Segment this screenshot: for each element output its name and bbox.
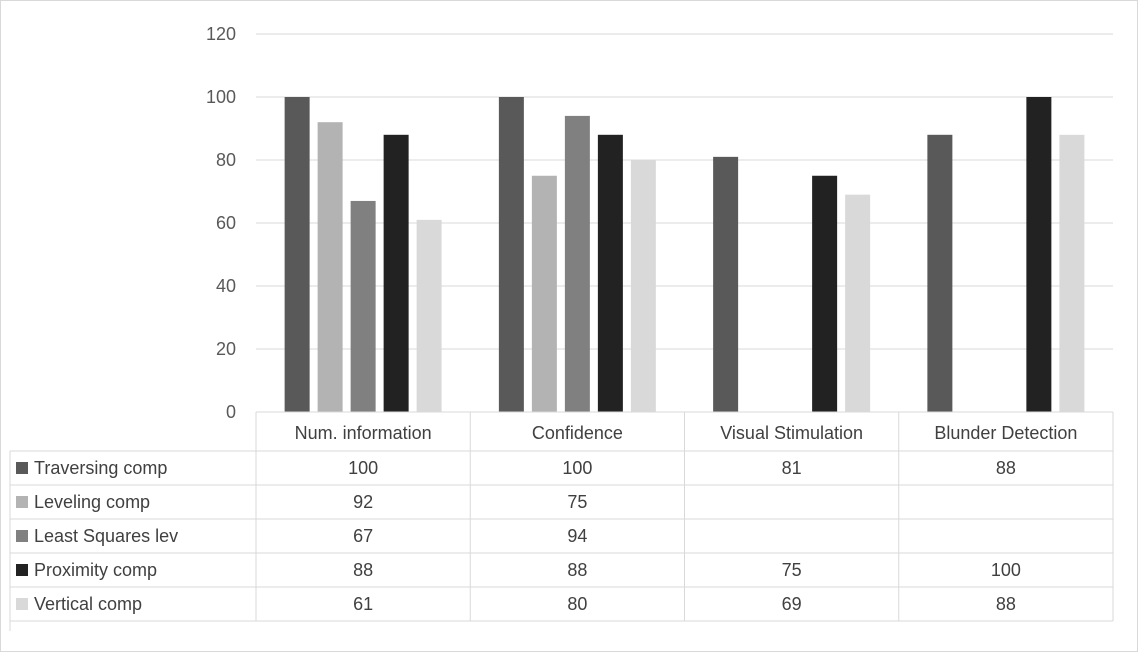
data-label: 92 bbox=[353, 492, 373, 512]
bars bbox=[284, 97, 1085, 413]
y-tick-label: 80 bbox=[216, 150, 236, 170]
y-axis-ticks: 0 20 40 60 80 100 120 bbox=[206, 24, 236, 422]
y-tick-label: 40 bbox=[216, 276, 236, 296]
data-label: 100 bbox=[991, 560, 1021, 580]
data-label: 75 bbox=[782, 560, 802, 580]
bar bbox=[564, 115, 590, 413]
data-label: 69 bbox=[782, 594, 802, 614]
data-label: 88 bbox=[567, 560, 587, 580]
legend-key bbox=[16, 564, 28, 576]
category-label: Blunder Detection bbox=[934, 423, 1077, 443]
bar bbox=[284, 97, 310, 412]
bar bbox=[350, 200, 376, 412]
data-table: Num. information Confidence Visual Stimula… bbox=[9, 411, 1114, 631]
legend-key bbox=[16, 530, 28, 542]
bar bbox=[597, 134, 623, 413]
data-label: 88 bbox=[996, 594, 1016, 614]
category-label: Num. information bbox=[295, 423, 432, 443]
series-name: Proximity comp bbox=[34, 560, 157, 580]
bar bbox=[713, 156, 739, 412]
series-name: Leveling comp bbox=[34, 492, 150, 512]
series-name: Vertical comp bbox=[34, 594, 142, 614]
y-tick-label: 120 bbox=[206, 24, 236, 44]
bar bbox=[1059, 134, 1085, 413]
data-label: 88 bbox=[996, 458, 1016, 478]
y-tick-label: 0 bbox=[226, 402, 236, 422]
bar bbox=[416, 219, 442, 412]
bar bbox=[630, 160, 656, 412]
data-label: 80 bbox=[567, 594, 587, 614]
legend-key bbox=[16, 462, 28, 474]
data-label: 61 bbox=[353, 594, 373, 614]
bar bbox=[812, 175, 838, 412]
data-label: 100 bbox=[562, 458, 592, 478]
y-tick-label: 60 bbox=[216, 213, 236, 233]
data-label: 88 bbox=[353, 560, 373, 580]
bar bbox=[383, 134, 409, 413]
series-name: Least Squares lev bbox=[34, 526, 178, 546]
bar bbox=[498, 97, 524, 412]
bar bbox=[317, 122, 343, 412]
data-label: 100 bbox=[348, 458, 378, 478]
data-label: 75 bbox=[567, 492, 587, 512]
bar bbox=[845, 194, 871, 412]
category-label: Visual Stimulation bbox=[720, 423, 863, 443]
legend-key bbox=[16, 598, 28, 610]
data-label: 81 bbox=[782, 458, 802, 478]
series-name: Traversing comp bbox=[34, 458, 167, 478]
bar bbox=[1026, 97, 1052, 412]
y-tick-label: 20 bbox=[216, 339, 236, 359]
data-label: 67 bbox=[353, 526, 373, 546]
bar bbox=[531, 175, 557, 412]
category-label: Confidence bbox=[532, 423, 623, 443]
data-label: 94 bbox=[567, 526, 587, 546]
bar bbox=[927, 134, 953, 413]
legend-key bbox=[16, 496, 28, 508]
y-tick-label: 100 bbox=[206, 87, 236, 107]
